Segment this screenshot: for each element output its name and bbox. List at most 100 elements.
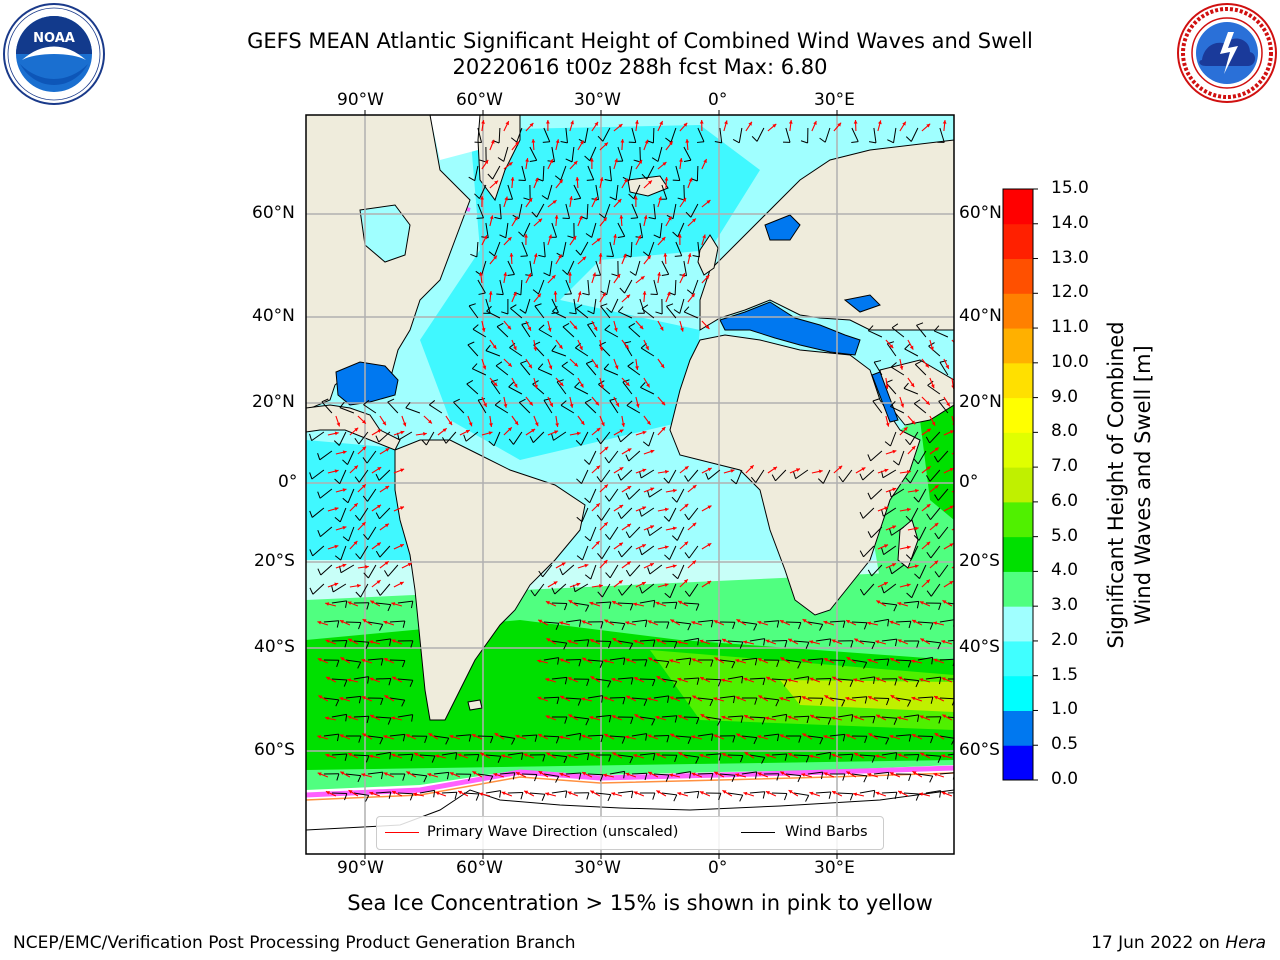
wind-barb-shaft — [319, 450, 333, 461]
wind-barb-feather — [687, 623, 692, 631]
wind-barb-shaft — [891, 526, 905, 536]
wave-direction-arrowhead — [619, 429, 624, 434]
wave-direction-arrowhead — [877, 120, 882, 125]
wave-direction-arrowhead — [382, 421, 386, 426]
wind-barb-shaft — [453, 401, 465, 414]
wind-barb-shaft — [883, 583, 897, 594]
wind-barb-feather — [497, 157, 505, 162]
wind-barb-feather — [343, 679, 348, 687]
wave-direction-arrowhead — [735, 658, 740, 663]
wave-direction-arrowhead — [614, 365, 619, 370]
wind-barb-shaft — [347, 488, 355, 504]
wind-barb-shaft — [378, 431, 391, 443]
wave-direction-arrowhead — [567, 791, 572, 795]
wave-direction-arrowhead — [361, 696, 366, 700]
wind-barb-feather — [937, 756, 942, 763]
wind-barb-feather — [604, 178, 612, 182]
wind-barb-feather — [927, 380, 934, 386]
north-america-land — [306, 115, 471, 411]
lat-label-left: 20°N — [252, 392, 295, 412]
wind-barb-feather — [317, 453, 321, 460]
wave-direction-arrowhead — [659, 326, 664, 331]
wind-barb-shaft — [331, 639, 347, 642]
wave-direction-arrowhead — [933, 658, 938, 663]
wind-barb-shaft — [490, 381, 501, 395]
wave-direction-arrowhead — [569, 196, 573, 200]
colorbar-segment — [1003, 397, 1033, 433]
wave-direction-arrowhead — [721, 715, 726, 720]
wind-barb-shaft — [939, 735, 954, 739]
wind-barb-shaft — [609, 564, 619, 579]
wind-barb-feather — [617, 306, 624, 313]
wave-direction-arrowhead — [687, 253, 692, 258]
wave-direction-arrowhead — [621, 423, 626, 427]
wind-barb-shaft — [785, 695, 801, 699]
wind-barb-shaft — [353, 792, 369, 796]
wind-barb-shaft — [345, 695, 361, 699]
wind-barb-feather — [608, 641, 612, 649]
wind-barb-feather — [648, 216, 656, 220]
wind-barb-feather — [718, 793, 722, 801]
wind-barb-shaft — [496, 326, 509, 338]
wind-barb-feather — [771, 474, 776, 482]
wind-barb-feather — [651, 157, 659, 162]
wind-barb-feather — [604, 495, 610, 502]
wind-barb-shaft — [679, 298, 685, 314]
wave-direction-arrowhead — [545, 601, 550, 605]
wave-direction-arrowhead — [868, 733, 873, 737]
wind-barb-shaft — [683, 146, 692, 161]
colorbar-segment — [1003, 536, 1033, 572]
wind-barb-feather — [683, 159, 692, 162]
wind-barb-shaft — [646, 165, 655, 180]
wind-barb-shaft — [617, 677, 633, 680]
wind-barb-shaft — [859, 640, 875, 644]
wind-barb-shaft — [508, 386, 523, 395]
wind-barb-shaft — [441, 752, 457, 756]
lon-label-top: 30°W — [574, 90, 621, 110]
wind-barb-shaft — [661, 260, 670, 275]
wave-direction-arrowhead — [494, 180, 499, 185]
wind-barb-shaft — [419, 789, 435, 794]
wind-barb-shaft — [363, 404, 377, 414]
wind-barb-shaft — [890, 431, 897, 447]
wind-barb-feather — [666, 735, 670, 743]
wave-direction-arrowhead — [919, 715, 924, 719]
wind-barb-shaft — [771, 639, 787, 642]
wave-direction-arrowhead — [604, 142, 608, 147]
wind-barb-feather — [754, 697, 758, 705]
wind-barb-shaft — [947, 753, 954, 756]
wave-direction-arrowhead — [907, 470, 911, 474]
wind-barb-feather — [389, 752, 392, 760]
wind-barb-shaft — [895, 659, 911, 662]
wind-barb-feather — [873, 676, 876, 684]
wind-barb-feather — [683, 306, 690, 313]
wave-direction-arrowhead — [528, 197, 533, 202]
wind-barb-shaft — [580, 241, 589, 256]
wave-direction-arrowhead — [743, 640, 748, 645]
wave-direction-arrowhead — [594, 364, 599, 369]
wave-direction-arrowhead — [892, 525, 897, 529]
wave-direction-arrowhead — [611, 792, 616, 796]
wave-direction-arrowhead — [577, 291, 582, 296]
wave-direction-arrowhead — [619, 504, 624, 509]
wind-barb-feather — [601, 695, 604, 703]
wind-barb-feather — [470, 253, 478, 258]
wave-direction-arrowhead — [480, 196, 484, 200]
wave-direction-arrowhead — [362, 619, 367, 623]
wind-barb-feather — [317, 529, 321, 537]
wave-direction-arrowhead — [705, 325, 710, 330]
wave-direction-arrowhead — [625, 621, 630, 625]
wave-direction-arrowhead — [391, 602, 396, 606]
wave-direction-arrowhead — [435, 791, 440, 796]
wind-barb-feather — [541, 195, 549, 200]
wave-direction-arrowhead — [647, 255, 651, 260]
wind-barb-feather — [559, 568, 564, 576]
wave-direction-arrowhead — [707, 580, 712, 585]
wind-barb-feather — [330, 585, 334, 593]
wind-barb-shaft — [323, 733, 339, 737]
wind-barb-shaft — [609, 770, 625, 775]
wave-direction-arrowhead — [384, 695, 389, 699]
wave-direction-arrowhead — [435, 754, 440, 759]
wind-barb-shaft — [499, 279, 504, 295]
wind-barb-shaft — [587, 165, 595, 181]
